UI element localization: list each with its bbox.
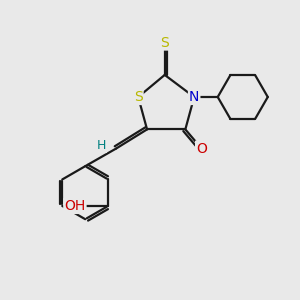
Text: H: H [97,139,106,152]
Text: S: S [134,90,142,104]
Text: OH: OH [64,199,86,213]
Text: O: O [196,142,207,155]
Text: N: N [189,90,200,104]
Text: S: S [160,35,169,50]
